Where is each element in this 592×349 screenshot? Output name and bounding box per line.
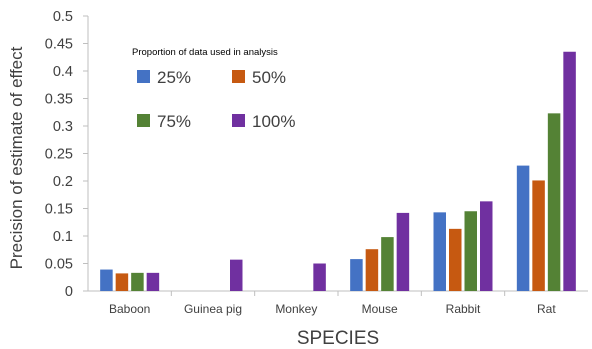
bar-rabbit-75pct: [464, 211, 477, 291]
bar-mouse-75pct: [381, 237, 394, 291]
bar-guinea-pig-100pct: [230, 259, 243, 291]
x-axis-ticks: Baboon Guinea pig Monkey Mouse Rabbit Rat: [109, 291, 556, 316]
y-tick-label: 0.4: [53, 64, 73, 80]
x-tick-label: Mouse: [362, 302, 398, 316]
bar-baboon-25pct: [100, 269, 113, 291]
y-tick-label: 0.1: [53, 229, 73, 245]
y-tick-label: 0.15: [45, 202, 73, 218]
x-tick-label: Rabbit: [446, 302, 481, 316]
y-axis-label: Precision of estimate of effect: [7, 46, 26, 269]
bar-rabbit-50pct: [449, 228, 462, 291]
x-tick-label: Rat: [537, 302, 556, 316]
bar-rat-25pct: [516, 165, 530, 291]
bar-baboon-50pct: [115, 273, 129, 291]
bar-rat-75pct: [547, 113, 561, 291]
x-axis-label: SPECIES: [297, 328, 379, 349]
legend-label-100pct: 100%: [252, 112, 295, 131]
bars-group: [100, 51, 576, 291]
legend-label-75pct: 75%: [157, 112, 191, 131]
y-tick-label: 0.3: [53, 119, 73, 135]
bar-rat-100pct: [563, 51, 576, 291]
y-tick-label: 0.25: [45, 147, 73, 163]
bar-baboon-100pct: [146, 272, 160, 291]
bar-rat-50pct: [532, 180, 545, 291]
bar-mouse-100pct: [396, 212, 410, 291]
y-tick-label: 0.5: [53, 9, 73, 25]
legend: Proportion of data used in analysis 25% 5…: [132, 47, 295, 131]
legend-swatch-50pct: [232, 70, 245, 83]
bar-mouse-25pct: [350, 259, 363, 291]
y-tick-label: 0.2: [53, 174, 73, 190]
bar-monkey-100pct: [313, 263, 326, 291]
y-tick-label: 0.05: [45, 257, 73, 273]
legend-swatch-100pct: [232, 114, 245, 127]
bar-rabbit-100pct: [480, 201, 493, 291]
legend-swatch-75pct: [137, 114, 150, 127]
x-tick-label: Baboon: [109, 302, 150, 316]
y-tick-label: 0.35: [45, 92, 73, 108]
bar-rabbit-25pct: [433, 212, 446, 291]
legend-label-50pct: 50%: [252, 68, 286, 87]
y-tick-label: 0: [65, 284, 73, 300]
legend-label-25pct: 25%: [157, 68, 191, 87]
legend-swatch-25pct: [137, 70, 150, 83]
bar-mouse-50pct: [365, 249, 379, 291]
legend-title: Proportion of data used in analysis: [132, 47, 278, 58]
x-tick-label: Guinea pig: [184, 302, 242, 316]
y-axis-ticks: 0 0.05 0.1 0.15 0.2 0.25 0.3 0.35 0.4 0.45 0.5: [45, 9, 88, 300]
x-tick-label: Monkey: [275, 302, 317, 316]
bar-baboon-75pct: [131, 272, 144, 291]
y-tick-label: 0.45: [45, 37, 73, 53]
